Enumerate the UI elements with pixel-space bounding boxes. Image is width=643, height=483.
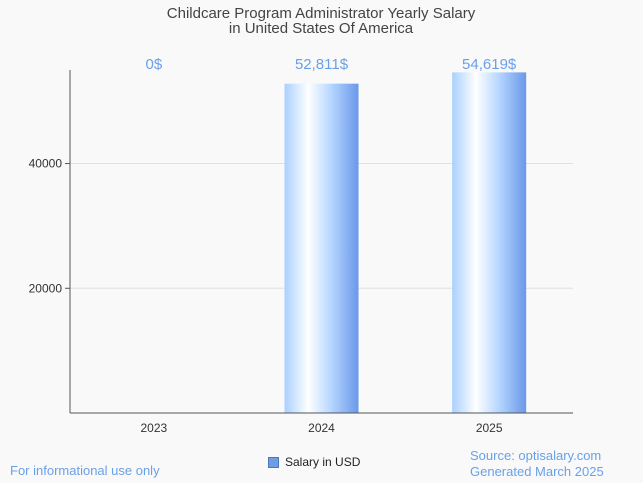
data-label-2023: 0$ — [145, 56, 162, 73]
generated-text: Generated March 2025 — [470, 464, 604, 479]
y-tick-label: 40000 — [29, 157, 63, 171]
y-axis-ticks: 20000 40000 — [29, 157, 70, 295]
legend: Salary in USD — [268, 455, 360, 469]
bar-2025 — [452, 72, 527, 414]
legend-swatch — [268, 456, 279, 468]
chart-title-line-2: in United States Of America — [229, 20, 414, 37]
bar-2024 — [284, 83, 359, 413]
legend-label: Salary in USD — [285, 455, 361, 469]
source-text: Source: optisalary.com — [470, 448, 602, 463]
x-tick-label-2025: 2025 — [476, 421, 503, 435]
footer-source: Source: optisalary.com Generated March 2… — [470, 448, 604, 480]
x-tick-label-2024: 2024 — [308, 421, 335, 435]
x-tick-label-2023: 2023 — [140, 421, 167, 435]
chart-title-line-1: Childcare Program Administrator Yearly S… — [167, 5, 476, 22]
footer-disclaimer: For informational use only — [10, 463, 160, 478]
bars — [284, 72, 527, 414]
data-label-2024: 52,811$ — [295, 56, 349, 73]
x-axis-ticks: 2023 2024 2025 — [140, 421, 502, 435]
data-labels: 0$ 52,811$ 54,619$ — [145, 56, 516, 73]
data-label-2025: 54,619$ — [462, 56, 517, 73]
y-tick-label: 20000 — [29, 281, 63, 295]
